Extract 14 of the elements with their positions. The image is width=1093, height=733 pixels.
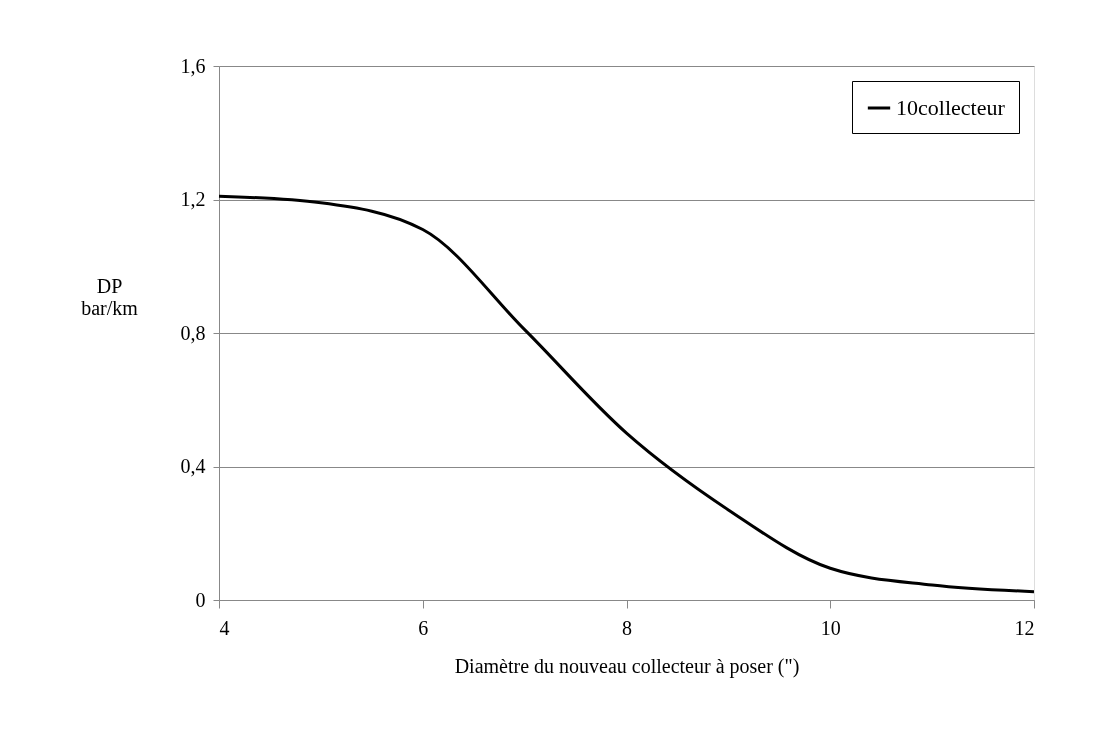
x-tick-label: 4: [219, 616, 230, 639]
y-tick-label: 1,6: [180, 54, 206, 77]
legend-label: 10collecteur: [896, 95, 1006, 120]
y-tick-label: 1,2: [180, 188, 206, 210]
x-axis-title: Diamètre du nouveau collecteur à poser ("): [454, 654, 800, 678]
x-tick-label: 10: [820, 616, 841, 639]
line-series: [217, 194, 1036, 594]
y-axis-title: DP bar/km: [81, 274, 139, 319]
y-tick-label: 0,4: [180, 455, 206, 477]
y-tick-label: 0: [195, 588, 206, 611]
x-tick-label: 12: [1014, 616, 1035, 639]
x-tick-label: 6: [418, 616, 429, 639]
y-tick-label: 0,8: [180, 321, 206, 344]
x-tick-label: 8: [622, 616, 632, 639]
